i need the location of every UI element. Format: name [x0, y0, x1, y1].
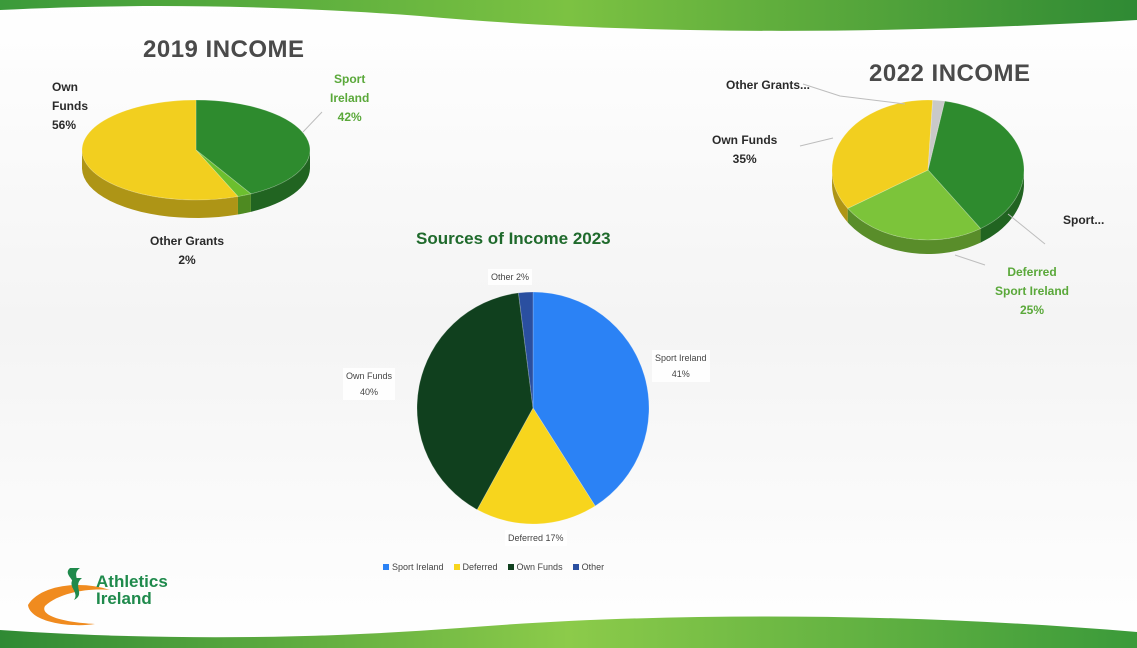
pie-2022-side-2 [832, 172, 848, 223]
legend-label-deferred: Deferred [462, 562, 498, 572]
label-2019-other-line1: Other Grants [150, 234, 225, 248]
legend-item-other: Other [572, 562, 605, 572]
label-2023-sport-line2: 41% [671, 369, 690, 379]
label-2019-own-funds-line2: Funds [52, 99, 88, 113]
label-2023-own-line1: Own Funds [346, 371, 393, 381]
bottom-green-swoosh [0, 616, 1137, 648]
pie-2022-slice-3 [927, 99, 946, 171]
label-2022-own-funds-pct: 35% [732, 152, 757, 166]
athletics-ireland-logo-mark [28, 568, 110, 626]
pie-2022 [831, 99, 1025, 254]
pie-2023-slice-0 [532, 291, 650, 507]
legend-swatch-own-funds [507, 564, 514, 570]
legend-2023: Sport Ireland Deferred Own Funds Other [383, 562, 604, 572]
label-2023-own-line2: 40% [360, 387, 379, 397]
label-2023-sport-ireland: Sport Ireland 41% [652, 350, 710, 382]
legend-swatch-deferred [453, 564, 460, 570]
pie-2022-slice-1 [847, 169, 982, 241]
label-2022-own-funds-name: Own Funds [712, 133, 778, 147]
label-2019-own-funds: Own Funds 56% [52, 78, 88, 135]
pie-2019-slice-0 [195, 99, 311, 195]
pie-2019-slice-1 [195, 149, 252, 197]
top-green-swoosh [0, 0, 1137, 31]
pie-2023-slice-2 [416, 292, 534, 511]
title-2023: Sources of Income 2023 [416, 229, 611, 248]
legend-label-other: Other [581, 562, 605, 572]
pie-2019-side-1 [237, 193, 251, 215]
title-2019: 2019 INCOME [143, 36, 305, 63]
label-2019-sport-line1: Sport [334, 72, 366, 86]
pie-2022-side-1 [847, 208, 981, 254]
legend-label-sport-ireland: Sport Ireland [392, 562, 444, 572]
label-2019-other-grants: Other Grants 2% [150, 232, 224, 270]
label-2022-other-grants: Other Grants... [726, 78, 811, 92]
pie-2019-side-0 [250, 150, 310, 212]
pie-2019-side-2 [82, 150, 238, 218]
pie-2023-slice-3 [518, 291, 534, 409]
logo-line1: Athletics [96, 572, 168, 591]
label-2022-deferred-pct: 25% [1019, 303, 1045, 317]
title-2022: 2022 INCOME [869, 60, 1031, 87]
label-2019-sport-pct: 42% [337, 110, 362, 124]
label-2023-deferred: Deferred 17% [505, 530, 567, 546]
legend-label-own-funds: Own Funds [516, 562, 563, 572]
label-2019-sport-line2: Ireland [330, 91, 370, 105]
legend-item-deferred: Deferred [453, 562, 498, 572]
pie-2022-side-0 [980, 172, 1024, 243]
label-2023-sport-line1: Sport Ireland [655, 353, 707, 363]
legend-item-sport-ireland: Sport Ireland [383, 562, 444, 572]
pie-2023 [416, 291, 650, 525]
legend-swatch-sport-ireland [383, 564, 389, 570]
pie-2019 [81, 99, 311, 218]
leader-lines [302, 83, 1046, 266]
logo-line2: Ireland [96, 589, 152, 608]
athletics-ireland-logo-text: Athletics Ireland [96, 573, 168, 607]
label-2019-other-pct: 2% [178, 253, 196, 267]
pie-2019-slice-2 [81, 99, 239, 201]
pie-2022-slice-0 [927, 100, 1025, 230]
legend-item-own-funds: Own Funds [507, 562, 563, 572]
pie-2022-slice-2 [831, 99, 934, 209]
label-2022-own-funds: Own Funds 35% [712, 131, 777, 169]
label-2019-sport-ireland: Sport Ireland 42% [330, 70, 369, 127]
label-2019-own-funds-pct: 56% [52, 118, 77, 132]
label-2023-own-funds: Own Funds 40% [343, 368, 396, 400]
label-2022-deferred-line2: Sport Ireland [995, 284, 1070, 298]
label-2022-sport: Sport... [1063, 213, 1105, 227]
legend-swatch-other [572, 564, 579, 570]
label-2023-other: Other 2% [488, 269, 533, 285]
label-2022-deferred-line1: Deferred [1007, 265, 1057, 279]
label-2022-deferred: Deferred Sport Ireland 25% [995, 263, 1069, 320]
label-2019-own-funds-line1: Own [52, 80, 78, 94]
pie-2023-slice-1 [476, 407, 596, 525]
